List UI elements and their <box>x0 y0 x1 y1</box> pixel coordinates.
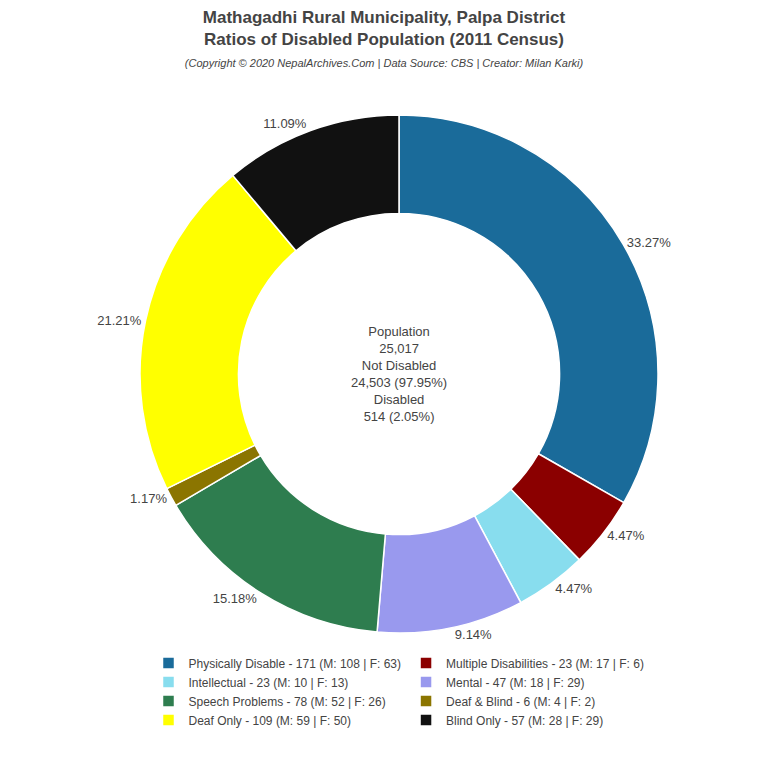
svg-text:4.47%: 4.47% <box>607 528 644 543</box>
svg-text:Speech Problems - 78 (M: 52 |: Speech Problems - 78 (M: 52 | F: 26) <box>189 695 386 709</box>
svg-text:21.21%: 21.21% <box>97 313 142 328</box>
svg-text:1.17%: 1.17% <box>130 491 167 506</box>
svg-text:Population25,017Not Disabled24: Population25,017Not Disabled24,503 (97.9… <box>351 324 447 424</box>
svg-text:4.47%: 4.47% <box>555 581 592 596</box>
svg-text:Blind Only - 57 (M: 28 | F: 29: Blind Only - 57 (M: 28 | F: 29) <box>446 714 603 728</box>
svg-text:15.18%: 15.18% <box>213 591 258 606</box>
svg-text:Mental - 47 (M: 18 | F: 29): Mental - 47 (M: 18 | F: 29) <box>446 676 585 690</box>
svg-text:Physically Disable - 171 (M: 1: Physically Disable - 171 (M: 108 | F: 63… <box>189 657 402 671</box>
svg-text:9.14%: 9.14% <box>455 627 492 642</box>
svg-text:Deaf & Blind - 6 (M: 4 | F: 2): Deaf & Blind - 6 (M: 4 | F: 2) <box>446 695 595 709</box>
svg-text:Intellectual - 23 (M: 10 | F:: Intellectual - 23 (M: 10 | F: 13) <box>189 676 349 690</box>
svg-text:11.09%: 11.09% <box>263 116 307 131</box>
svg-text:33.27%: 33.27% <box>627 235 672 250</box>
svg-text:Deaf Only - 109 (M: 59 | F: 50: Deaf Only - 109 (M: 59 | F: 50) <box>189 714 352 728</box>
svg-text:Mathagadhi Rural Municipality,: Mathagadhi Rural Municipality, Palpa Dis… <box>185 8 584 69</box>
svg-text:Multiple Disabilities - 23 (M:: Multiple Disabilities - 23 (M: 17 | F: 6… <box>446 657 644 671</box>
